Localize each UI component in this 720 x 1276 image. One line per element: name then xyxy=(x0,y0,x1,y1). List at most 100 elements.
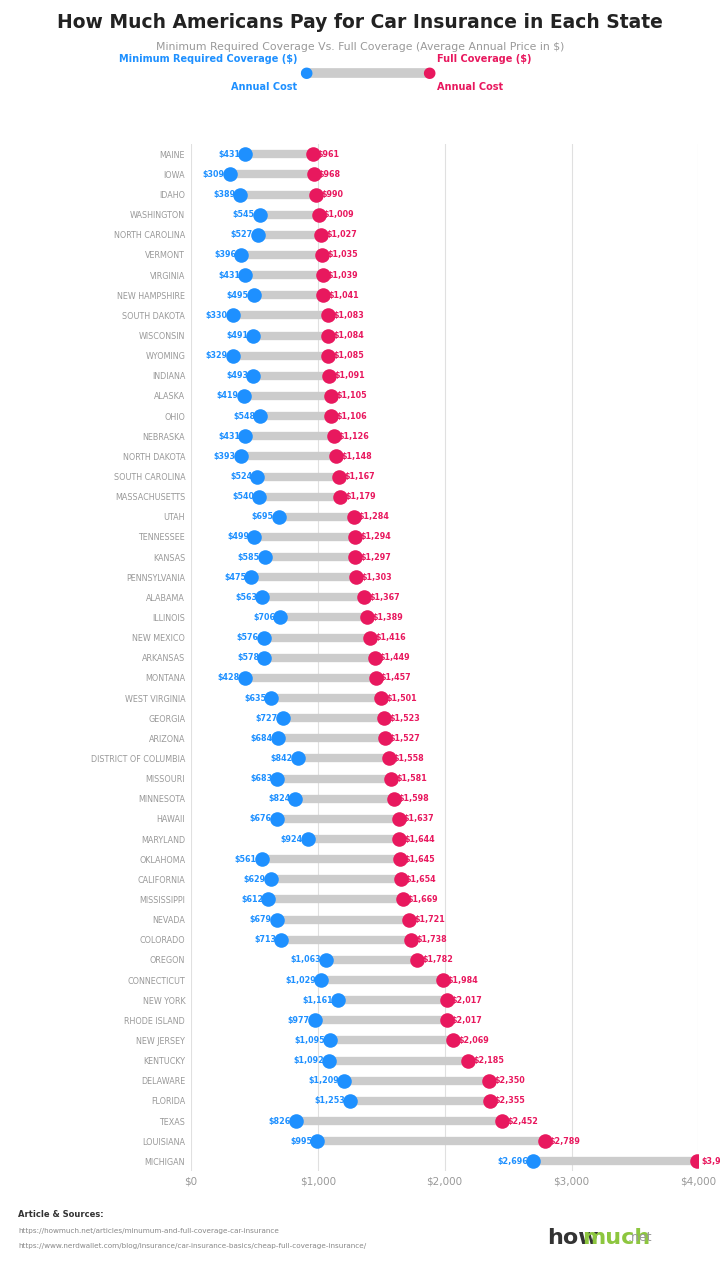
Point xyxy=(258,628,270,648)
Text: $1,027: $1,027 xyxy=(326,231,357,240)
Point xyxy=(266,688,277,708)
Text: $540: $540 xyxy=(233,493,254,501)
Text: $2,452: $2,452 xyxy=(507,1116,538,1125)
Text: much: much xyxy=(582,1228,650,1248)
Text: Annual Cost: Annual Cost xyxy=(231,82,297,92)
Text: $1,598: $1,598 xyxy=(399,794,429,804)
Text: $961: $961 xyxy=(318,149,340,158)
Point xyxy=(365,628,377,648)
Text: $676: $676 xyxy=(250,814,271,823)
Text: $2,017: $2,017 xyxy=(452,995,482,1004)
Text: $2,185: $2,185 xyxy=(473,1057,504,1065)
Point xyxy=(328,426,339,447)
Point xyxy=(309,1011,320,1031)
Text: $576: $576 xyxy=(237,633,258,642)
Point xyxy=(276,929,287,949)
Point xyxy=(308,165,320,185)
Text: $1,029: $1,029 xyxy=(286,976,316,985)
Text: $1,984: $1,984 xyxy=(448,976,478,985)
Text: $1,161: $1,161 xyxy=(302,995,333,1004)
Text: $329: $329 xyxy=(205,351,228,360)
Text: $563: $563 xyxy=(235,593,257,602)
Text: $1,669: $1,669 xyxy=(408,894,438,903)
Point xyxy=(227,305,238,325)
Point xyxy=(361,607,373,628)
Text: $396: $396 xyxy=(214,250,236,259)
Text: $431: $431 xyxy=(218,431,240,440)
Point xyxy=(323,366,335,387)
Point xyxy=(394,829,405,850)
Text: $389: $389 xyxy=(213,190,235,199)
Point xyxy=(320,949,331,970)
Point xyxy=(344,1091,356,1111)
Text: Annual Cost: Annual Cost xyxy=(437,82,503,92)
Point xyxy=(289,789,301,809)
Text: $393: $393 xyxy=(214,452,235,461)
Point xyxy=(302,829,314,850)
Point xyxy=(383,748,395,768)
Point xyxy=(325,406,337,426)
Text: $499: $499 xyxy=(227,532,249,541)
Point xyxy=(370,667,382,688)
Text: $1,148: $1,148 xyxy=(341,452,372,461)
Text: How Much Americans Pay for Car Insurance in Each State: How Much Americans Pay for Car Insurance… xyxy=(57,13,663,32)
Point xyxy=(310,184,322,204)
Text: $1,167: $1,167 xyxy=(344,472,374,481)
Text: $1,294: $1,294 xyxy=(360,532,391,541)
Point xyxy=(691,1151,703,1171)
Text: $548: $548 xyxy=(233,412,256,421)
Text: $1,179: $1,179 xyxy=(346,493,376,501)
Text: $1,091: $1,091 xyxy=(334,371,365,380)
Point xyxy=(441,990,452,1011)
Text: Minimum Required Coverage ($): Minimum Required Coverage ($) xyxy=(119,54,297,64)
Text: $1,209: $1,209 xyxy=(308,1076,339,1085)
Point xyxy=(317,265,328,286)
Text: $527: $527 xyxy=(230,231,253,240)
Point xyxy=(483,1071,495,1091)
Point xyxy=(335,486,346,507)
Point xyxy=(462,1050,474,1071)
Point xyxy=(349,527,361,547)
Point xyxy=(350,547,361,568)
Text: $1,092: $1,092 xyxy=(294,1057,324,1065)
Text: $1,457: $1,457 xyxy=(381,674,411,683)
Point xyxy=(224,165,235,185)
Point xyxy=(235,245,247,265)
Point xyxy=(539,1131,551,1151)
Text: $475: $475 xyxy=(224,573,246,582)
Text: .net: .net xyxy=(628,1231,652,1244)
Text: https://www.nerdwallet.com/blog/insurance/car-insurance-basics/cheap-full-covera: https://www.nerdwallet.com/blog/insuranc… xyxy=(18,1243,366,1249)
Text: $706: $706 xyxy=(253,612,275,621)
Text: $330: $330 xyxy=(206,311,228,320)
Text: $2,355: $2,355 xyxy=(495,1096,526,1105)
Text: $309: $309 xyxy=(203,170,225,179)
Point xyxy=(338,1071,350,1091)
Point xyxy=(369,647,380,667)
Text: how: how xyxy=(547,1228,599,1248)
Point xyxy=(271,768,283,789)
Text: $1,645: $1,645 xyxy=(405,855,436,864)
Point xyxy=(527,1151,539,1171)
Text: $491: $491 xyxy=(226,330,248,339)
Text: Minimum Required Coverage Vs. Full Coverage (Average Annual Price in $): Minimum Required Coverage Vs. Full Cover… xyxy=(156,42,564,52)
Text: $683: $683 xyxy=(251,775,272,783)
Text: $3,986: $3,986 xyxy=(702,1157,720,1166)
Point xyxy=(378,708,390,729)
Point xyxy=(333,990,344,1011)
Point xyxy=(246,567,257,587)
Point xyxy=(235,447,246,467)
Text: $1,389: $1,389 xyxy=(372,612,403,621)
Point xyxy=(240,265,251,286)
Text: $1,284: $1,284 xyxy=(359,512,390,522)
Point xyxy=(379,729,390,749)
Text: $1,721: $1,721 xyxy=(414,915,445,924)
Point xyxy=(273,507,284,527)
Point xyxy=(251,466,263,486)
Point xyxy=(315,970,327,990)
Text: $684: $684 xyxy=(251,734,273,743)
Point xyxy=(437,970,449,990)
Text: $428: $428 xyxy=(217,674,240,683)
Point xyxy=(265,869,276,889)
Point xyxy=(405,929,417,949)
Text: Full Coverage ($): Full Coverage ($) xyxy=(437,54,531,64)
